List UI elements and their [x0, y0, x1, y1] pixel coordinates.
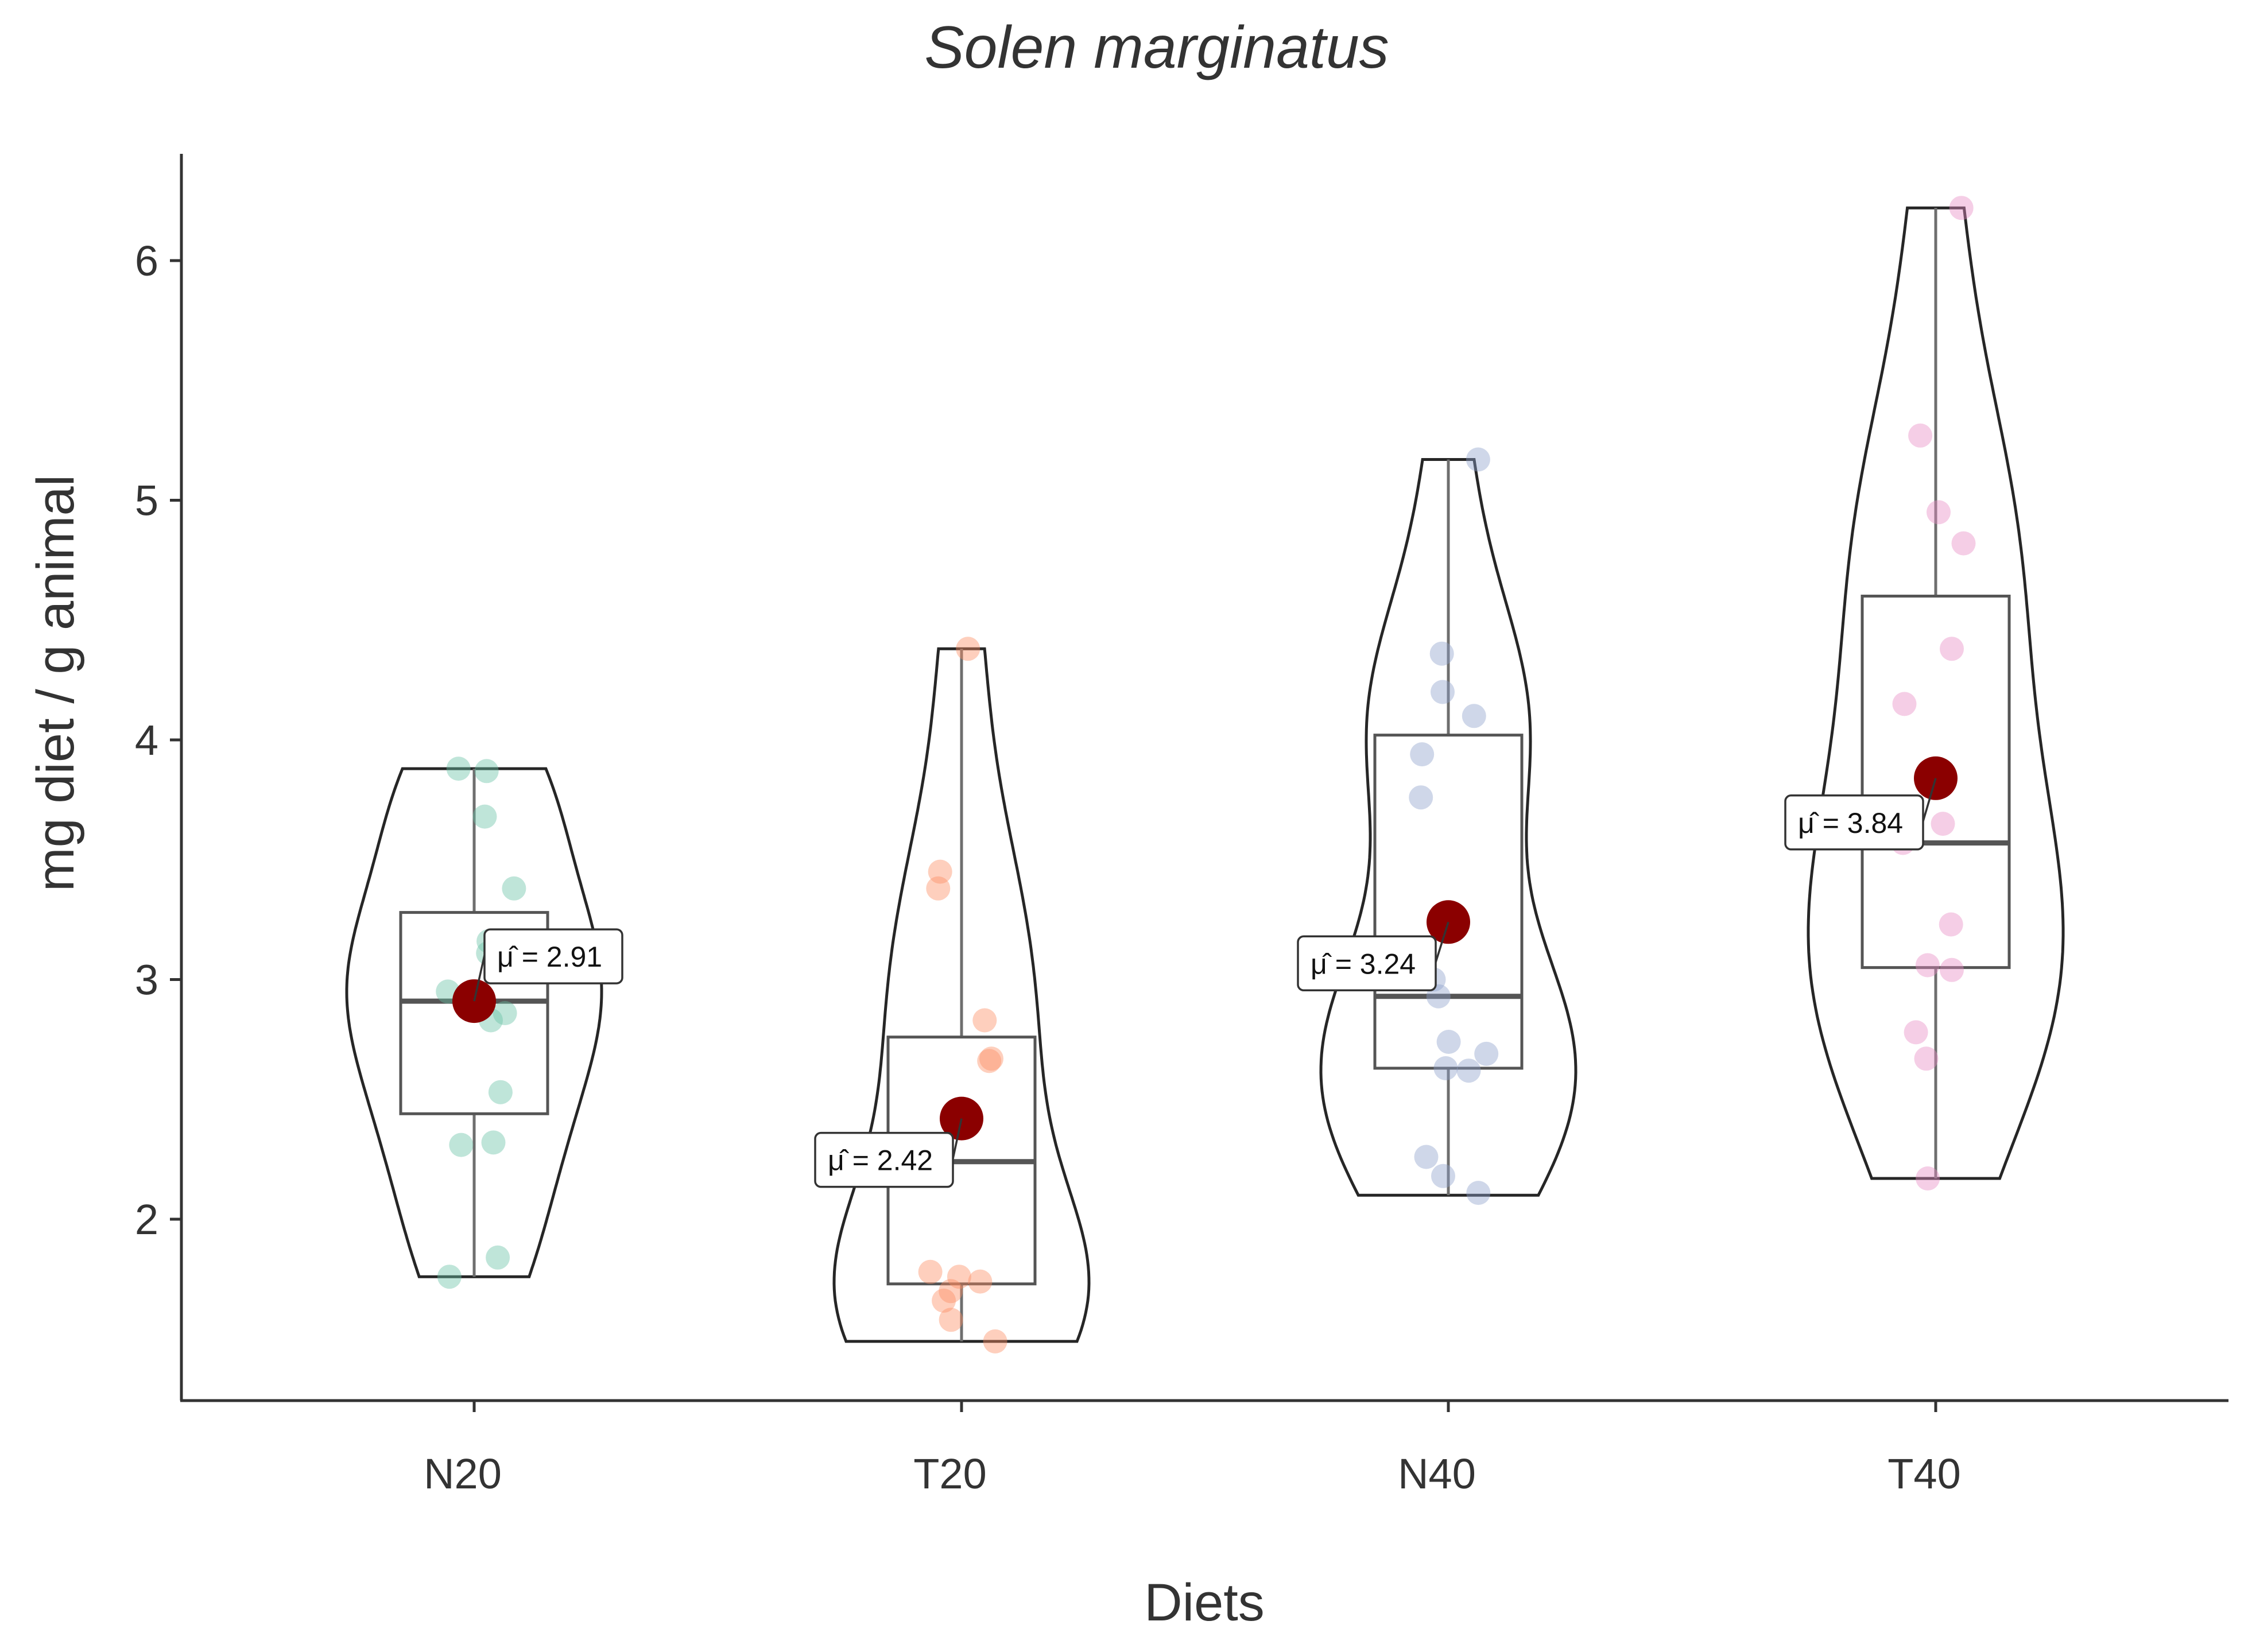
box-t40 [1861, 595, 2011, 970]
mean-label: μ̂ = 3.84 [1798, 807, 1903, 839]
data-point [449, 1133, 474, 1157]
group-t40: μ̂ = 3.84 [1784, 196, 2065, 1190]
data-point [1951, 531, 1976, 556]
data-point [493, 1001, 517, 1025]
data-point [1462, 704, 1486, 728]
mean-label: μ̂ = 3.24 [1311, 948, 1416, 980]
data-point [1949, 196, 1974, 220]
plot-layer: μ̂ = 2.91 μ̂ = 2.42 μ̂ = 3.24 μ̂ = 3.84 [345, 196, 2065, 1354]
data-point [1939, 912, 1963, 937]
data-point [979, 1046, 1003, 1071]
data-point [1916, 1166, 1940, 1190]
x-ticks: N20 T20 N40 T40 [424, 1401, 1961, 1498]
data-point [1940, 957, 1964, 982]
data-point [956, 637, 980, 661]
data-point [968, 1269, 993, 1294]
data-point [474, 759, 499, 784]
data-point [983, 1329, 1007, 1354]
data-point [947, 1265, 971, 1289]
data-point [1433, 1056, 1458, 1080]
data-point [1908, 423, 1933, 448]
y-tick-label: 6 [135, 237, 158, 285]
data-point [1466, 447, 1490, 472]
mean-connector [473, 955, 486, 1002]
data-point [918, 1259, 943, 1284]
mean-label-box [483, 928, 623, 984]
data-point [446, 757, 471, 781]
data-point [1414, 1145, 1439, 1169]
data-point [977, 1049, 1002, 1073]
data-point [939, 1279, 963, 1304]
data-point [1940, 637, 1964, 661]
violin-t40 [1807, 206, 2065, 1180]
data-point [481, 1130, 506, 1155]
mean-connector [1435, 921, 1449, 963]
box-n20 [399, 911, 549, 1115]
box-n40 [1373, 734, 1524, 1070]
data-point [1456, 1058, 1481, 1083]
data-point [1914, 1046, 1939, 1071]
data-point [486, 1245, 510, 1270]
data-point [1409, 785, 1433, 810]
y-axis-title: mg diet / g animal [26, 475, 85, 891]
y-tick-label: 4 [135, 716, 158, 764]
mean-label-box [1297, 935, 1437, 992]
data-point [472, 804, 497, 829]
data-point [1436, 1030, 1461, 1054]
group-n20: μ̂ = 2.91 [345, 757, 623, 1289]
mean-label: μ̂ = 2.91 [497, 941, 602, 973]
mean-label-box [814, 1131, 954, 1188]
violin-n20 [345, 767, 603, 1278]
y-ticks: 2 3 4 5 6 [135, 237, 181, 1243]
x-tick-label: T20 [913, 1450, 987, 1498]
axes [180, 154, 2228, 1402]
mean-connector [952, 1118, 963, 1159]
data-point [926, 876, 951, 901]
data-point [1429, 641, 1454, 666]
y-tick-label: 5 [135, 477, 158, 525]
data-point [1927, 500, 1951, 525]
data-point [1892, 692, 1917, 716]
data-point [939, 1308, 963, 1332]
data-point [1466, 1181, 1491, 1205]
x-tick-label: N20 [424, 1450, 502, 1498]
data-point [1431, 680, 1455, 704]
mean-connector [1922, 778, 1937, 822]
data-point [932, 1288, 956, 1313]
data-point [1915, 953, 1940, 978]
x-tick-label: T40 [1887, 1450, 1961, 1498]
y-tick-label: 3 [135, 956, 158, 1004]
chart-title: Solen marginatus [924, 14, 1389, 81]
data-point [1431, 1164, 1455, 1188]
x-tick-label: N40 [1398, 1450, 1476, 1498]
data-point [1474, 1041, 1499, 1066]
data-point [1904, 1020, 1928, 1045]
x-axis-title: Diets [1144, 1573, 1265, 1632]
data-point [972, 1008, 997, 1033]
violin-t20 [832, 647, 1091, 1343]
data-point [502, 876, 526, 901]
data-point [437, 1265, 462, 1289]
data-point [1931, 812, 1955, 836]
data-point [488, 1080, 513, 1104]
data-point [1410, 742, 1435, 767]
y-tick-label: 2 [135, 1196, 158, 1243]
group-n40: μ̂ = 3.24 [1297, 447, 1578, 1205]
mean-label-box [1784, 794, 1924, 851]
mean-label: μ̂ = 2.42 [828, 1145, 933, 1177]
group-t20: μ̂ = 2.42 [814, 637, 1091, 1354]
data-point [928, 859, 952, 884]
